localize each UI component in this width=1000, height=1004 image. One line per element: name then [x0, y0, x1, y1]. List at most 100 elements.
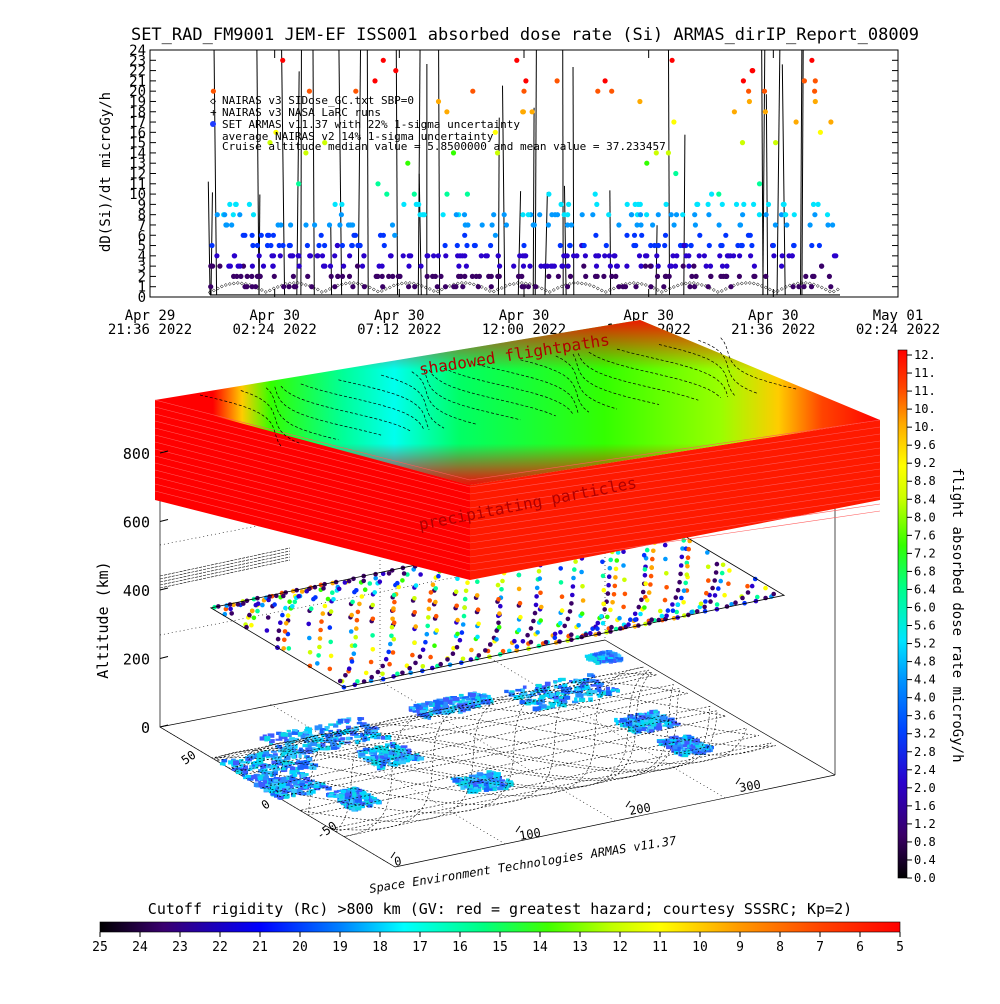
- orbit-dose-point: [539, 605, 544, 610]
- armas-dose-point: [581, 264, 586, 269]
- orbit-dose-point: [608, 608, 613, 613]
- armas-dose-point: [728, 284, 733, 289]
- land-patch: [333, 739, 336, 743]
- armas-dose-point: [454, 212, 459, 217]
- land-patch: [377, 765, 380, 769]
- armas-dose-point: [315, 253, 320, 258]
- armas-dose-point: [741, 202, 746, 207]
- lon-tick-label: 0: [393, 854, 403, 869]
- armas-dose-point: [763, 274, 768, 279]
- orbit-dose-point: [608, 566, 613, 571]
- armas-dose-point: [237, 264, 242, 269]
- orbit-dose-point: [431, 582, 436, 587]
- land-patch: [358, 717, 362, 721]
- armas-spike-line: [358, 50, 360, 295]
- armas-dose-point: [762, 89, 767, 94]
- right-colorbar-tick-label: 3.2: [914, 727, 936, 741]
- land-patch: [547, 686, 550, 690]
- orbit-dose-point: [392, 593, 397, 598]
- orbit-dose-point: [464, 589, 469, 594]
- land-patch: [282, 788, 286, 793]
- orbit-dose-point: [433, 600, 438, 605]
- orbit-dose-point: [326, 597, 331, 602]
- orbit-dose-point: [720, 571, 725, 576]
- armas-dose-point: [809, 243, 814, 248]
- armas-dose-point: [347, 253, 352, 258]
- orbit-dose-point: [412, 596, 417, 601]
- armas-dose-point: [737, 253, 742, 258]
- orbit-dose-point: [350, 659, 355, 664]
- land-patch: [287, 730, 291, 732]
- armas-dose-point: [347, 274, 352, 279]
- armas-spike-line: [418, 50, 420, 295]
- armas-dose-point: [247, 202, 252, 207]
- orbit-dose-point: [553, 632, 558, 637]
- orbit-dose-point: [287, 646, 292, 651]
- orbit-dose-point: [557, 639, 562, 644]
- orbit-dose-point: [671, 608, 676, 613]
- armas-dose-point: [280, 58, 285, 63]
- land-patch: [293, 773, 298, 777]
- orbit-dose-point: [229, 611, 234, 616]
- land-patch: [429, 703, 433, 706]
- land-patch: [288, 732, 292, 737]
- armas-dose-point: [615, 264, 620, 269]
- orbit-dose-point: [569, 632, 574, 637]
- armas-dose-point: [526, 284, 531, 289]
- armas-dose-point: [568, 274, 573, 279]
- orbit-dose-point: [537, 569, 542, 574]
- land-patch: [273, 772, 278, 775]
- bottom-colorbar-gradient: [100, 922, 900, 932]
- armas-dose-point: [231, 274, 236, 279]
- orbit-dose-point: [407, 666, 412, 671]
- orbit-dose-point: [602, 588, 607, 593]
- land-patch: [260, 774, 265, 776]
- armas-spike-line: [367, 50, 368, 295]
- orbit-dose-point: [612, 592, 617, 597]
- orbit-dose-point: [455, 632, 460, 637]
- orbit-dose-point: [645, 598, 650, 603]
- armas-dose-point: [779, 264, 784, 269]
- land-patch: [355, 807, 361, 810]
- orbit-dose-point: [388, 642, 393, 647]
- armas-dose-point: [594, 264, 599, 269]
- y-tick-label: 24: [129, 43, 146, 59]
- armas-dose-point: [812, 89, 817, 94]
- armas-dose-point: [603, 78, 608, 83]
- land-patch: [467, 779, 473, 781]
- armas-dose-point: [694, 274, 699, 279]
- armas-dose-point: [706, 212, 711, 217]
- armas-dose-point: [249, 274, 254, 279]
- armas-dose-point: [209, 243, 214, 248]
- armas-dose-point: [704, 264, 709, 269]
- orbit-dose-point: [390, 625, 395, 630]
- altitude-axis-label: Altitude (km): [94, 561, 112, 678]
- land-patch: [459, 694, 464, 697]
- armas-dose-point: [583, 274, 588, 279]
- armas-dose-point: [828, 119, 833, 124]
- armas-dose-point: [780, 253, 785, 258]
- land-patch: [586, 656, 592, 661]
- armas-dose-point: [305, 243, 310, 248]
- land-patch: [630, 714, 633, 717]
- armas-dose-point: [740, 212, 745, 217]
- armas-spike-line: [545, 192, 547, 295]
- armas-dose-point: [278, 253, 283, 258]
- orbit-dose-point: [465, 580, 470, 585]
- orbit-dose-point: [329, 654, 334, 659]
- armas-dose-point: [356, 243, 361, 248]
- armas-dose-point: [656, 212, 661, 217]
- nairas-diamond-point: ◇: [836, 286, 840, 293]
- armas-dose-point: [721, 274, 726, 279]
- land-patch: [262, 764, 267, 769]
- land-patch: [453, 697, 460, 701]
- land-patch: [288, 780, 292, 784]
- orbit-dose-point: [614, 567, 619, 572]
- armas-dose-point: [782, 202, 787, 207]
- armas-dose-point: [707, 243, 712, 248]
- armas-dose-point: [517, 253, 522, 258]
- armas-dose-point: [555, 212, 560, 217]
- orbit-dose-point: [686, 555, 691, 560]
- right-colorbar-tick-label: 2.4: [914, 763, 936, 777]
- land-patch: [367, 804, 372, 807]
